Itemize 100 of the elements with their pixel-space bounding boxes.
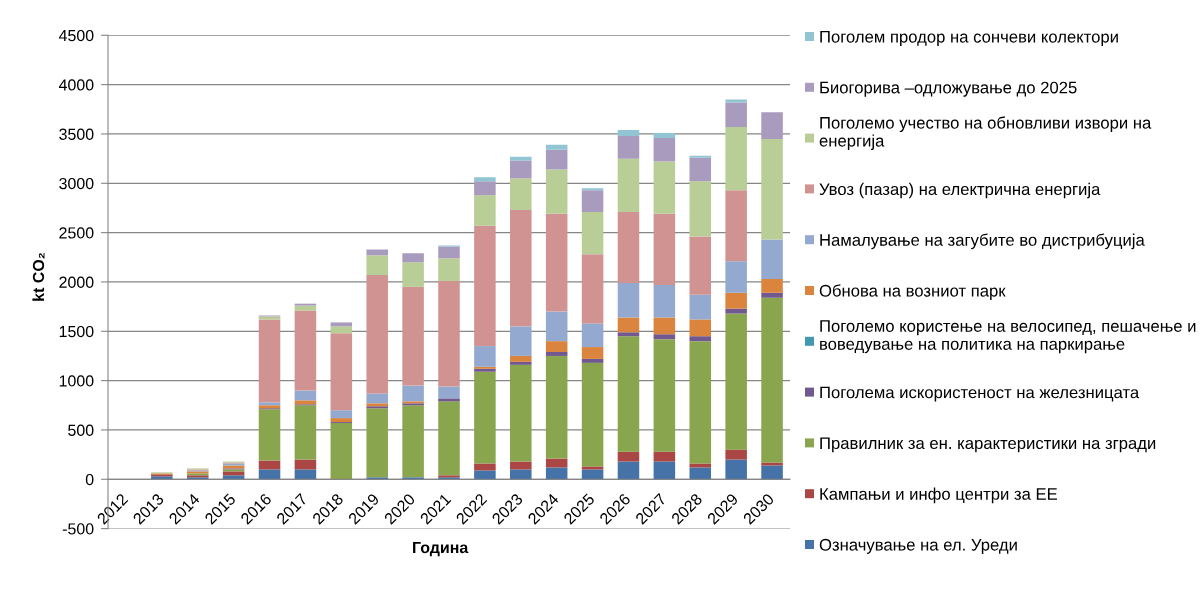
bar [581, 254, 604, 324]
bar [689, 294, 712, 320]
bar [581, 190, 604, 212]
bar [330, 333, 353, 411]
bar [438, 246, 460, 259]
bar [545, 149, 568, 170]
legend-label: Кампањи и инфо центри за ЕЕ [820, 487, 1058, 504]
bar [689, 467, 712, 480]
bar [617, 158, 640, 212]
legend-label: Поголемо учество на обновливи извори на енергија [819, 116, 1152, 150]
bar [581, 358, 604, 363]
bar [294, 390, 317, 401]
bar [438, 398, 460, 402]
bar [258, 409, 281, 461]
bar [402, 405, 424, 478]
bar [689, 319, 712, 337]
bar [294, 310, 317, 391]
bar [510, 355, 532, 362]
bar [545, 169, 568, 214]
bar [510, 209, 532, 327]
bar [545, 352, 568, 356]
bar [761, 465, 783, 480]
bar [545, 355, 568, 459]
bar [510, 178, 532, 210]
bar [545, 467, 568, 480]
legend-label: Поголем продор на сончеви колектори [820, 31, 1118, 46]
bar [689, 236, 712, 295]
bar [474, 225, 496, 347]
bar [402, 262, 424, 287]
bar [725, 313, 747, 450]
bar [653, 317, 676, 335]
bar [510, 469, 532, 480]
y-tick-label: 1500 [59, 325, 94, 338]
bar [653, 284, 676, 318]
y-tick-label: 1000 [59, 375, 94, 387]
bar [725, 459, 747, 480]
legend-label: Увоз (пазар) на електрична енергија [819, 182, 1101, 199]
legend-label: Биогорива –одложување до 2025 [820, 81, 1077, 97]
y-tick-label: 0 [85, 473, 94, 486]
bar [653, 161, 676, 214]
bar [581, 466, 604, 470]
bar [258, 469, 281, 480]
bar [222, 475, 245, 480]
bar [510, 461, 532, 470]
bar [222, 471, 245, 476]
bar [617, 336, 640, 452]
bar [761, 278, 783, 293]
bar [617, 211, 640, 283]
bar [402, 385, 424, 402]
legend-label: Означување на ел. Уреди [819, 538, 1017, 554]
bar [474, 371, 496, 464]
bar [653, 137, 676, 162]
bar [581, 469, 604, 480]
bar [474, 346, 496, 367]
bar [653, 451, 676, 462]
bar [330, 418, 353, 423]
bar [510, 364, 532, 462]
bar [258, 319, 281, 403]
legend-label: Поголема искористеност на железницата [820, 386, 1140, 402]
bar [761, 292, 783, 298]
bar [402, 286, 424, 386]
bar [725, 449, 747, 460]
bar [689, 336, 712, 342]
legend-label: Намалување на загубите во дистрибуција [820, 233, 1145, 250]
bar [761, 239, 783, 279]
bar [438, 280, 460, 387]
bar [474, 195, 496, 226]
y-tick-label: 2500 [59, 227, 94, 239]
bar [581, 211, 604, 255]
bar [474, 463, 496, 471]
bar [761, 138, 783, 240]
bar [761, 112, 783, 139]
legend-label: Обнова на возниот парк [819, 284, 1006, 300]
bar [510, 361, 532, 365]
bar [653, 334, 676, 340]
bar [617, 451, 640, 462]
bar [438, 401, 460, 476]
bar [725, 292, 747, 309]
bar [545, 341, 568, 352]
bar [510, 156, 532, 161]
bar [653, 339, 676, 452]
bar [366, 275, 388, 394]
bar [330, 410, 353, 419]
bar [725, 102, 747, 128]
bar [438, 386, 460, 399]
bar [366, 249, 388, 256]
bar [510, 160, 532, 179]
bar [725, 261, 747, 293]
bar [366, 393, 388, 404]
bar [545, 144, 568, 150]
bar [689, 341, 712, 464]
bar [617, 135, 640, 159]
bar [689, 463, 712, 468]
bar [581, 323, 604, 348]
bar [294, 305, 317, 311]
bar [617, 461, 640, 480]
y-tick-label: 4000 [58, 79, 94, 91]
bar [653, 213, 676, 285]
bar [366, 408, 388, 478]
bar [761, 462, 783, 466]
